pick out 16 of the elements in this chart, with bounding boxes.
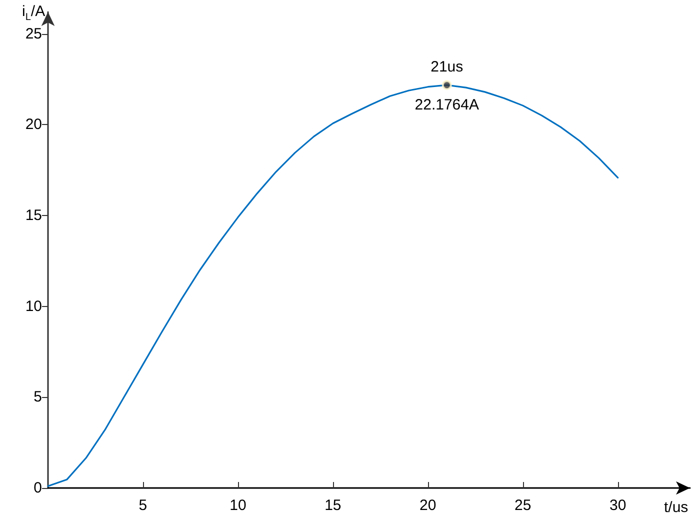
x-axis-title: t/us <box>664 499 688 515</box>
y-tick-label: 15 <box>25 206 42 224</box>
y-axis-title: i$_{L}$/A <box>22 3 46 23</box>
x-tick-label: 20 <box>420 497 436 514</box>
annotation: 22.1764A <box>414 96 479 114</box>
y-tick-label: 0 <box>34 480 42 496</box>
y-tick-label: 20 <box>25 116 42 134</box>
x-tick-label: 30 <box>609 497 626 514</box>
x-tick-label: 5 <box>138 497 148 514</box>
x-tick-label: 10 <box>230 497 246 514</box>
x-tick-label: 15 <box>324 497 342 514</box>
y-tick-label: 25 <box>25 25 42 42</box>
y-tick-label: 5 <box>34 388 42 406</box>
y-tick-label: 10 <box>25 298 42 315</box>
annotation: 21us <box>430 58 464 76</box>
x-tick-label: 25 <box>514 497 532 514</box>
